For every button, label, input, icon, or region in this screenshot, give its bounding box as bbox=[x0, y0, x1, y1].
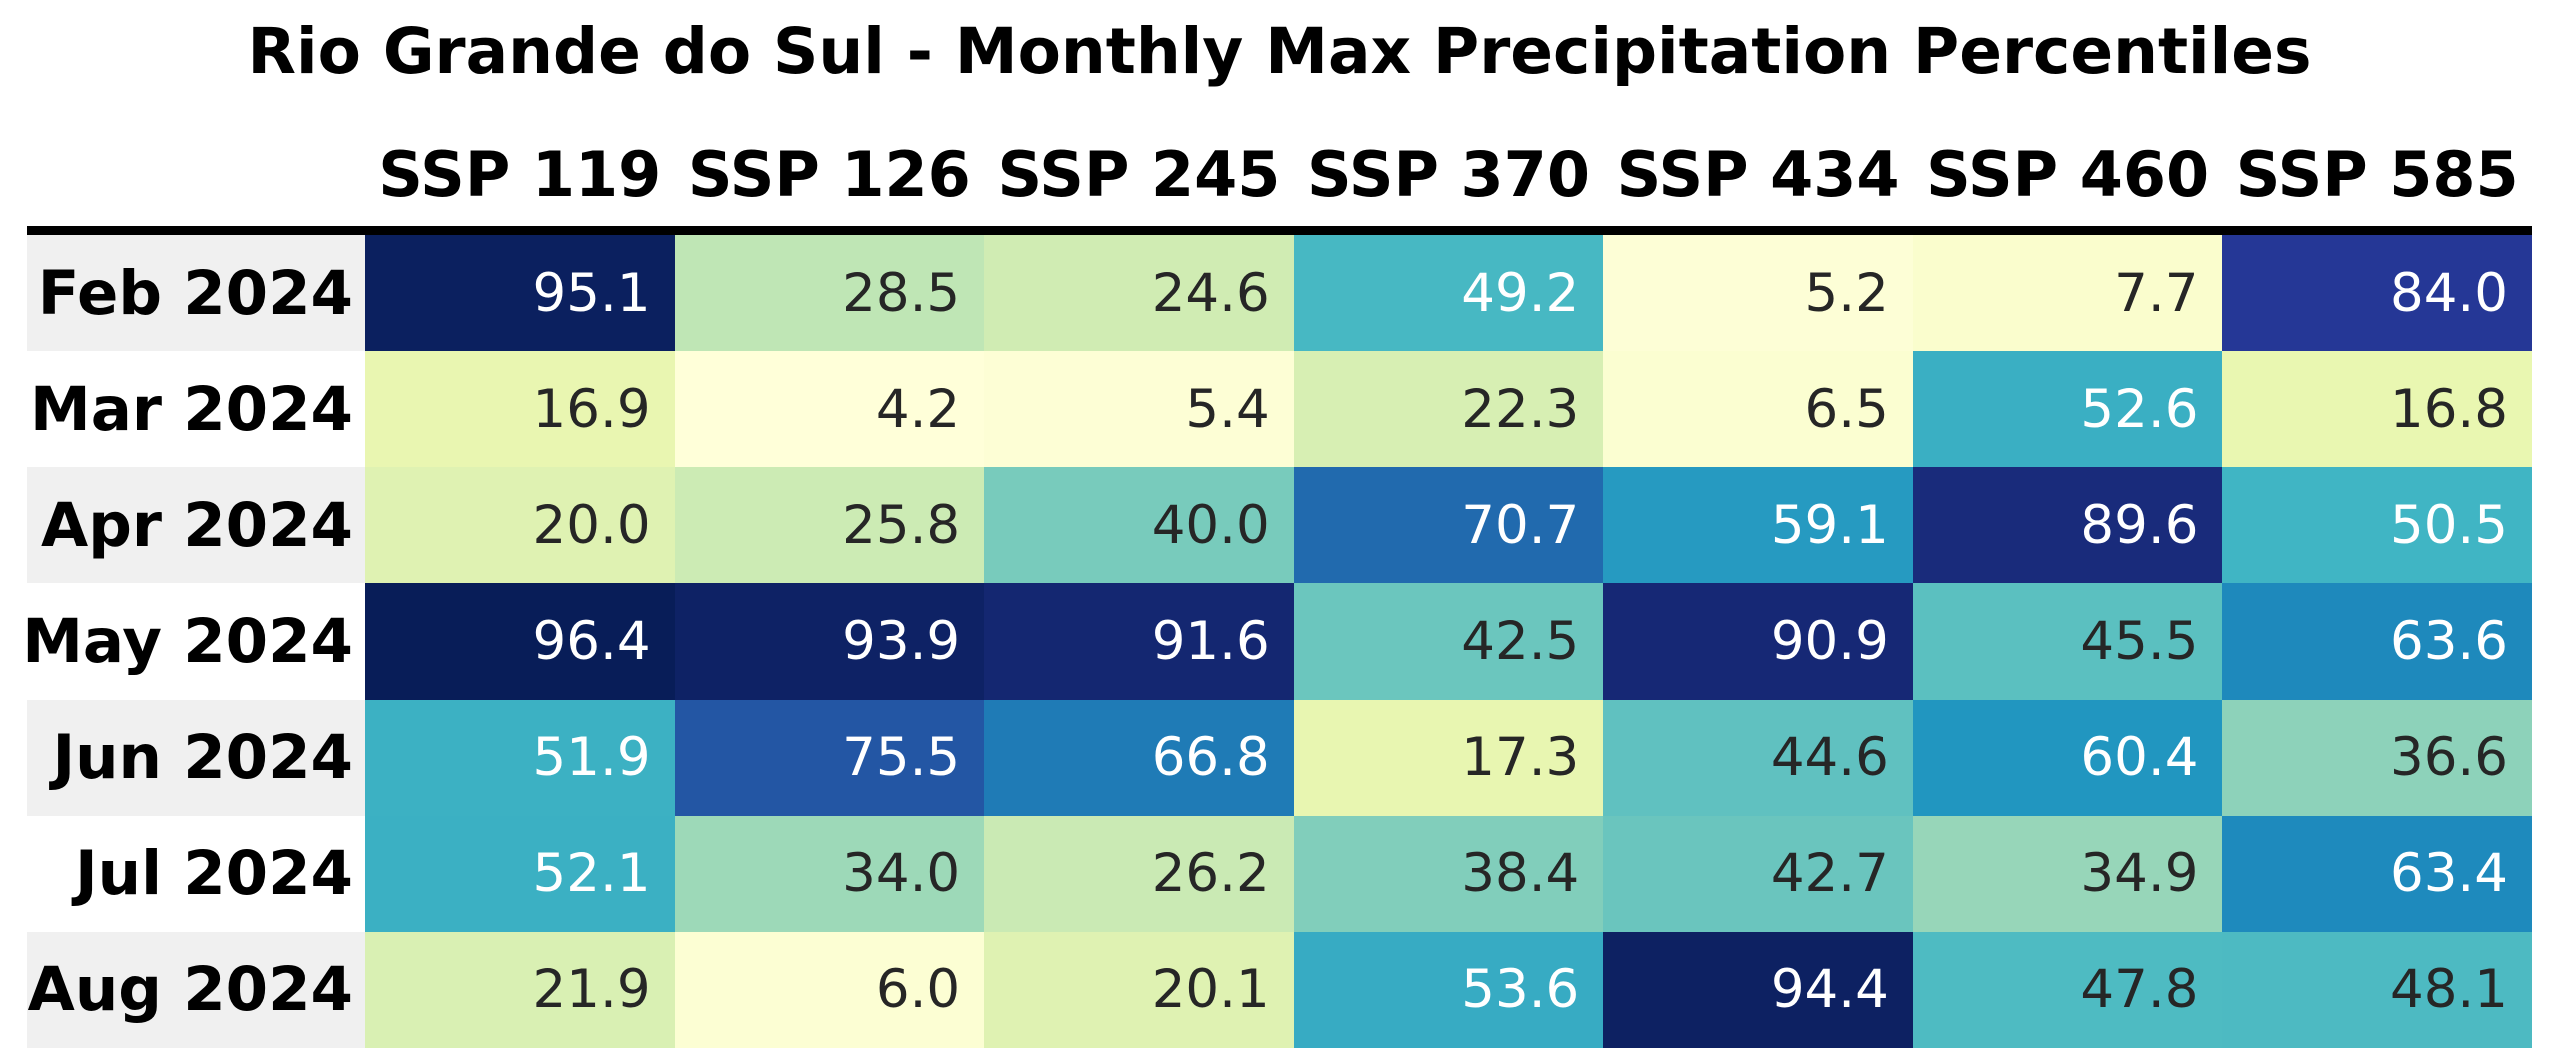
heatmap-cell: 25.8 bbox=[674, 467, 985, 584]
heatmap-cell: 28.5 bbox=[674, 235, 985, 352]
chart-title: Rio Grande do Sul - Monthly Max Precipit… bbox=[247, 15, 2312, 88]
heatmap-cell: 48.1 bbox=[2222, 931, 2532, 1048]
heatmap-cell: 63.4 bbox=[2222, 815, 2532, 932]
heatmap-cell: 49.2 bbox=[1293, 235, 1604, 352]
heatmap-cell: 93.9 bbox=[674, 583, 985, 700]
row-label: Jun 2024 bbox=[27, 699, 365, 816]
heatmap-cell: 6.0 bbox=[674, 931, 985, 1048]
heatmap-cell: 5.4 bbox=[984, 351, 1294, 468]
heatmap-cell: 4.2 bbox=[674, 351, 985, 468]
heatmap-cell: 36.6 bbox=[2222, 699, 2532, 816]
column-header: SSP 585 bbox=[2235, 138, 2519, 211]
column-headers: SSP 119 SSP 126 SSP 245 SSP 370 SSP 434 SSP 4… bbox=[27, 134, 2532, 206]
heatmap-cell: 20.1 bbox=[984, 931, 1294, 1048]
heatmap-cell: 34.9 bbox=[1912, 815, 2223, 932]
heatmap-cell: 52.6 bbox=[1912, 351, 2223, 468]
heatmap-cell: 63.6 bbox=[2222, 583, 2532, 700]
heatmap-cell: 75.5 bbox=[674, 699, 985, 816]
heatmap-cell: 66.8 bbox=[984, 699, 1294, 816]
column-header: SSP 245 bbox=[997, 138, 1281, 211]
row-label: Aug 2024 bbox=[27, 931, 365, 1048]
heatmap-cell: 20.0 bbox=[365, 467, 675, 584]
heatmap-cell: 59.1 bbox=[1603, 467, 1913, 584]
heatmap-cell: 52.1 bbox=[365, 815, 675, 932]
heatmap-cell: 5.2 bbox=[1603, 235, 1913, 352]
column-header: SSP 434 bbox=[1616, 138, 1900, 211]
heatmap-cell: 42.5 bbox=[1293, 583, 1604, 700]
heatmap-cell: 51.9 bbox=[365, 699, 675, 816]
heatmap-cell: 24.6 bbox=[984, 235, 1294, 352]
heatmap-cell: 21.9 bbox=[365, 931, 675, 1048]
heatmap-cell: 91.6 bbox=[984, 583, 1294, 700]
heatmap-cell: 34.0 bbox=[674, 815, 985, 932]
column-header: SSP 370 bbox=[1307, 138, 1590, 211]
heatmap-cell: 94.4 bbox=[1603, 931, 1913, 1048]
row-label: Apr 2024 bbox=[27, 467, 365, 584]
heatmap-cell: 40.0 bbox=[984, 467, 1294, 584]
heatmap-cell: 60.4 bbox=[1912, 699, 2223, 816]
heatmap-cell: 16.9 bbox=[365, 351, 675, 468]
heatmap-cell: 22.3 bbox=[1293, 351, 1604, 468]
heatmap-cell: 6.5 bbox=[1603, 351, 1913, 468]
heatmap-cell: 47.8 bbox=[1912, 931, 2223, 1048]
column-header: SSP 460 bbox=[1926, 138, 2210, 211]
heatmap-cell: 89.6 bbox=[1912, 467, 2223, 584]
heatmap-cell: 50.5 bbox=[2222, 467, 2532, 584]
heatmap-cell: 96.4 bbox=[365, 583, 675, 700]
column-header: SSP 119 bbox=[378, 138, 662, 211]
heatmap-cell: 90.9 bbox=[1603, 583, 1913, 700]
row-label: May 2024 bbox=[22, 583, 365, 700]
heatmap-cell: 17.3 bbox=[1293, 699, 1604, 816]
header-rule bbox=[27, 226, 2532, 235]
heatmap-cell: 70.7 bbox=[1293, 467, 1604, 584]
row-label: Jul 2024 bbox=[27, 815, 365, 932]
heatmap-cell: 7.7 bbox=[1912, 235, 2223, 352]
row-label: Feb 2024 bbox=[27, 235, 365, 352]
heatmap-cell: 38.4 bbox=[1293, 815, 1604, 932]
row-label: Mar 2024 bbox=[27, 351, 365, 468]
heatmap-cell: 84.0 bbox=[2222, 235, 2532, 352]
heatmap-cell: 53.6 bbox=[1293, 931, 1604, 1048]
column-header: SSP 126 bbox=[687, 138, 971, 211]
heatmap-grid: Feb 2024 95.1 28.5 24.6 49.2 5.2 7.7 84.0 Mar 20… bbox=[22, 235, 2532, 1048]
heatmap-cell: 44.6 bbox=[1603, 699, 1913, 816]
heatmap-cell: 45.5 bbox=[1912, 583, 2223, 700]
heatmap-cell: 95.1 bbox=[365, 235, 675, 352]
heatmap-cell: 42.7 bbox=[1603, 815, 1913, 932]
heatmap-cell: 16.8 bbox=[2222, 351, 2532, 468]
heatmap-cell: 26.2 bbox=[984, 815, 1294, 932]
